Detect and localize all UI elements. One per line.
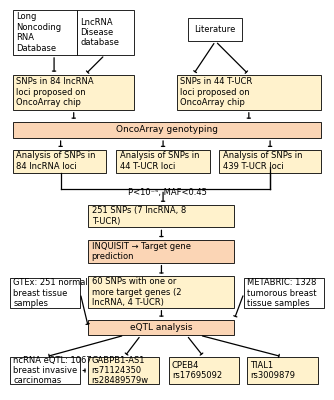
FancyBboxPatch shape [10, 357, 80, 384]
FancyBboxPatch shape [13, 122, 321, 138]
FancyBboxPatch shape [188, 18, 242, 41]
FancyBboxPatch shape [244, 278, 324, 308]
Text: SNPs in 84 lncRNA
loci proposed on
OncoArray chip: SNPs in 84 lncRNA loci proposed on OncoA… [16, 77, 94, 107]
Text: CPEB4
rs17695092: CPEB4 rs17695092 [172, 361, 222, 380]
FancyBboxPatch shape [89, 357, 159, 384]
FancyBboxPatch shape [219, 150, 321, 172]
FancyBboxPatch shape [169, 357, 239, 384]
FancyBboxPatch shape [177, 74, 321, 110]
FancyBboxPatch shape [247, 357, 318, 384]
Text: TIAL1
rs3009879: TIAL1 rs3009879 [250, 361, 296, 380]
Text: Analysis of SNPs in
439 T-UCR loci: Analysis of SNPs in 439 T-UCR loci [223, 152, 302, 171]
FancyBboxPatch shape [89, 276, 234, 308]
Text: 60 SNPs with one or
more target genes (2
lncRNA, 4 T-UCR): 60 SNPs with one or more target genes (2… [92, 277, 181, 307]
Text: OncoArray genotyping: OncoArray genotyping [116, 125, 218, 134]
FancyBboxPatch shape [13, 150, 107, 172]
FancyBboxPatch shape [77, 10, 134, 55]
FancyBboxPatch shape [89, 240, 234, 263]
Text: GTEx: 251 normal
breast tissue
samples: GTEx: 251 normal breast tissue samples [13, 278, 88, 308]
Text: GABPB1-AS1
rs71124350
rs28489579w: GABPB1-AS1 rs71124350 rs28489579w [92, 356, 149, 386]
Text: eQTL analysis: eQTL analysis [130, 323, 192, 332]
Text: INQUISIT → Target gene
prediction: INQUISIT → Target gene prediction [92, 242, 191, 261]
FancyBboxPatch shape [10, 278, 80, 308]
Text: METABRIC: 1328
tumorous breast
tissue samples: METABRIC: 1328 tumorous breast tissue sa… [247, 278, 317, 308]
Text: SNPs in 44 T-UCR
loci proposed on
OncoArray chip: SNPs in 44 T-UCR loci proposed on OncoAr… [180, 77, 253, 107]
Text: 251 SNPs (7 lncRNA, 8
T-UCR): 251 SNPs (7 lncRNA, 8 T-UCR) [92, 206, 186, 226]
FancyBboxPatch shape [13, 10, 77, 55]
FancyBboxPatch shape [116, 150, 209, 172]
FancyBboxPatch shape [89, 205, 234, 228]
FancyBboxPatch shape [89, 320, 234, 335]
FancyBboxPatch shape [13, 74, 134, 110]
Text: ncRNA eQTL: 1067
breast invasive
carcinomas: ncRNA eQTL: 1067 breast invasive carcino… [13, 356, 92, 386]
Text: Analysis of SNPs in
84 lncRNA loci: Analysis of SNPs in 84 lncRNA loci [16, 152, 96, 171]
Text: Analysis of SNPs in
44 T-UCR loci: Analysis of SNPs in 44 T-UCR loci [120, 152, 199, 171]
Text: Literature: Literature [195, 25, 236, 34]
Text: Long
Noncoding
RNA
Database: Long Noncoding RNA Database [16, 12, 61, 52]
Text: P<10⁻⁵, MAF<0.45: P<10⁻⁵, MAF<0.45 [128, 188, 206, 198]
Text: LncRNA
Disease
database: LncRNA Disease database [80, 18, 119, 47]
